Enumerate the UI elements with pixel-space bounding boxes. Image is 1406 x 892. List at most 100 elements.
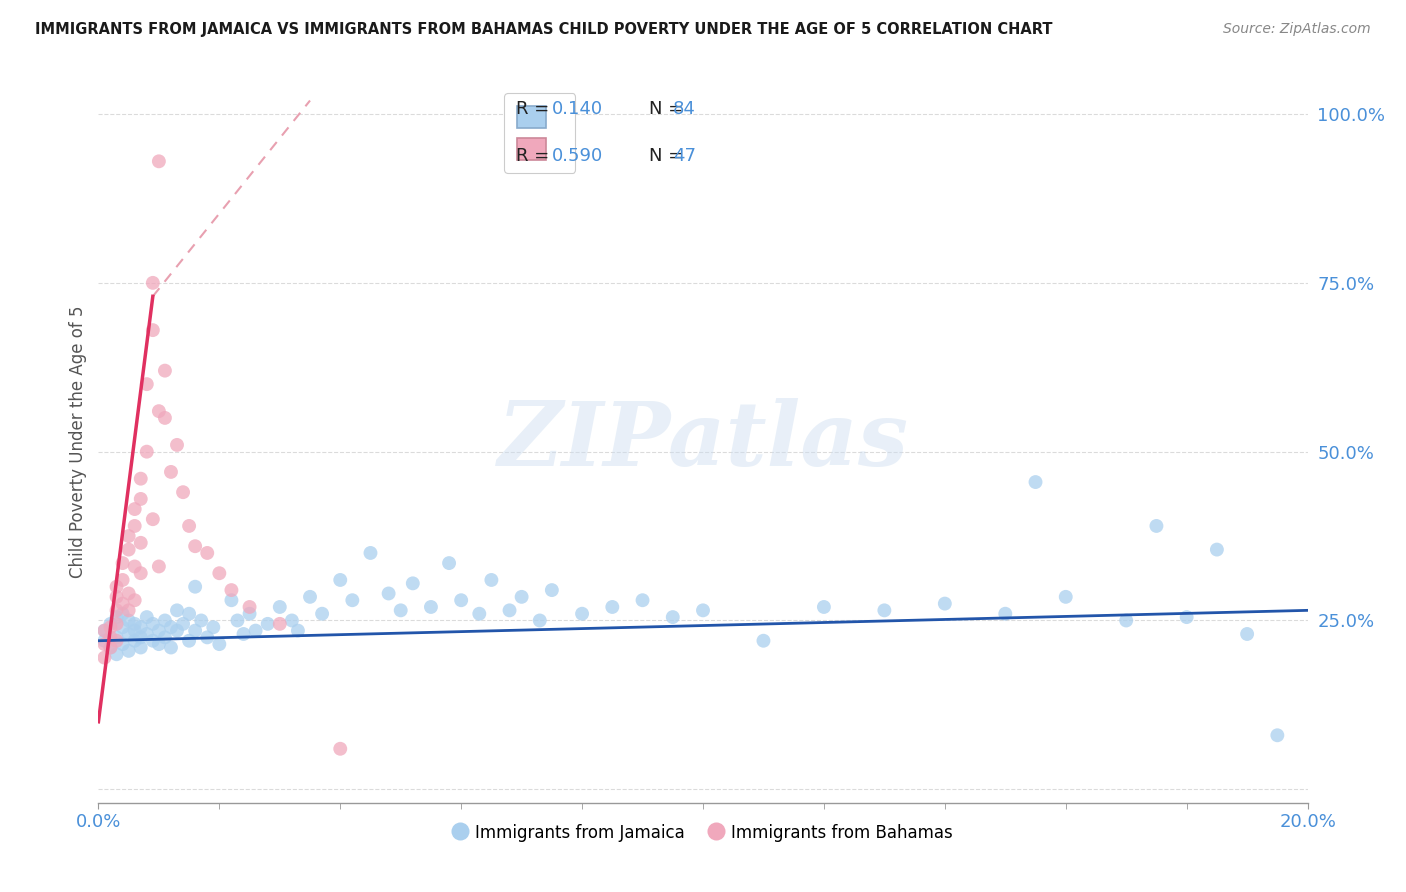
Point [153, 614, 176, 628]
Point [135, 377, 157, 392]
Point [129, 620, 152, 634]
Point [124, 616, 146, 631]
Point [166, 624, 188, 638]
Text: R =: R = [516, 147, 554, 165]
Point [105, 590, 128, 604]
Legend: Immigrants from Jamaica, Immigrants from Bahamas: Immigrants from Jamaica, Immigrants from… [447, 817, 959, 848]
Point [135, 627, 157, 641]
Point [118, 586, 141, 600]
Point [481, 573, 503, 587]
Point [105, 610, 128, 624]
Point [148, 637, 170, 651]
Point [100, 631, 122, 645]
Point [692, 603, 714, 617]
Point [129, 631, 152, 645]
Point [118, 529, 141, 543]
Point [873, 603, 896, 617]
Point [239, 599, 262, 614]
Point [195, 631, 218, 645]
Point [529, 614, 551, 628]
Point [389, 603, 412, 617]
Point [172, 616, 194, 631]
Point [221, 593, 243, 607]
Text: Source: ZipAtlas.com: Source: ZipAtlas.com [1223, 22, 1371, 37]
Point [208, 566, 231, 581]
Text: N =: N = [648, 100, 689, 118]
Point [129, 640, 152, 655]
Point [100, 640, 122, 655]
Point [142, 616, 165, 631]
Text: 0.590: 0.590 [551, 147, 603, 165]
Point [813, 599, 835, 614]
Point [377, 586, 399, 600]
Point [602, 599, 624, 614]
Point [124, 633, 146, 648]
Point [202, 620, 225, 634]
Point [221, 583, 243, 598]
Point [184, 580, 207, 594]
Point [135, 610, 157, 624]
Point [148, 559, 170, 574]
Point [1267, 728, 1289, 742]
Point [540, 583, 562, 598]
Point [142, 276, 165, 290]
Point [232, 627, 254, 641]
Point [153, 631, 176, 645]
Point [1024, 475, 1046, 489]
Point [93, 633, 115, 648]
Point [329, 573, 352, 587]
Point [661, 610, 683, 624]
Point [208, 637, 231, 651]
Point [111, 607, 134, 621]
Point [100, 620, 122, 634]
Point [111, 620, 134, 634]
Point [142, 323, 165, 337]
Point [100, 616, 122, 631]
Text: IMMIGRANTS FROM JAMAICA VS IMMIGRANTS FROM BAHAMAS CHILD POVERTY UNDER THE AGE O: IMMIGRANTS FROM JAMAICA VS IMMIGRANTS FR… [35, 22, 1053, 37]
Point [437, 556, 460, 570]
Point [934, 597, 956, 611]
Point [179, 519, 201, 533]
Point [148, 154, 170, 169]
Point [195, 546, 218, 560]
Point [752, 633, 775, 648]
Point [329, 741, 352, 756]
Point [269, 616, 291, 631]
Point [153, 364, 176, 378]
Point [269, 599, 291, 614]
Point [118, 644, 141, 658]
Point [1144, 519, 1167, 533]
Point [111, 637, 134, 651]
Point [124, 559, 146, 574]
Point [1115, 614, 1137, 628]
Point [287, 624, 309, 638]
Point [124, 519, 146, 533]
Point [994, 607, 1017, 621]
Point [360, 546, 382, 560]
Point [135, 444, 157, 458]
Point [93, 637, 115, 651]
Point [1206, 542, 1229, 557]
Point [142, 633, 165, 648]
Text: R =: R = [516, 100, 554, 118]
Point [166, 603, 188, 617]
Point [105, 580, 128, 594]
Point [631, 593, 654, 607]
Point [93, 650, 115, 665]
Point [142, 512, 165, 526]
Text: ZIPatlas: ZIPatlas [498, 399, 908, 484]
Y-axis label: Child Poverty Under the Age of 5: Child Poverty Under the Age of 5 [69, 305, 87, 578]
Point [148, 404, 170, 418]
Point [124, 502, 146, 516]
Point [160, 620, 183, 634]
Point [118, 627, 141, 641]
Point [160, 640, 183, 655]
Point [166, 438, 188, 452]
Point [190, 614, 212, 628]
Point [281, 614, 304, 628]
Point [311, 607, 333, 621]
Point [118, 603, 141, 617]
Point [498, 603, 520, 617]
Text: 84: 84 [672, 100, 696, 118]
Point [105, 616, 128, 631]
